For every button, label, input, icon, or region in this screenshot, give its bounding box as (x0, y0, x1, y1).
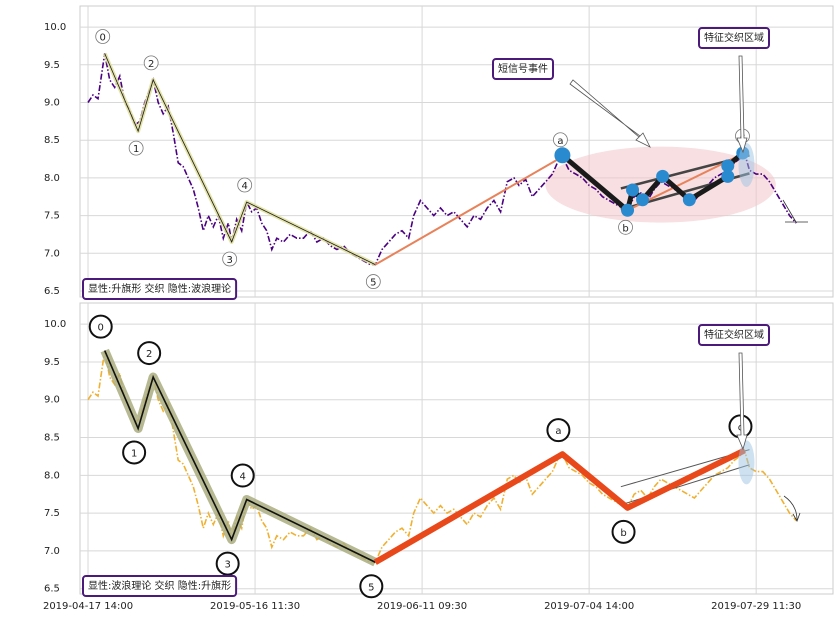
y-tick-label: 8.5 (44, 135, 60, 146)
annotation-signal: 短信号事件 (498, 62, 548, 75)
flag-point (682, 193, 696, 207)
y-tick-label: 7.0 (44, 248, 60, 259)
price-line (87, 53, 797, 266)
wave-label: 5 (370, 278, 376, 289)
plot-area (79, 302, 834, 595)
wave-label-circle (359, 574, 384, 599)
wave-label: 0 (100, 32, 106, 43)
signal-arrow (569, 79, 651, 148)
c-highlight (738, 143, 755, 188)
y-tick-label: 10.0 (44, 319, 66, 330)
c-highlight (738, 440, 755, 485)
y-tick-label: 7.5 (44, 211, 60, 222)
wave-label: 3 (226, 255, 232, 266)
annotation-box (492, 58, 554, 80)
wave-label: b (620, 528, 626, 539)
correction-wave (373, 447, 746, 565)
wave-label-circle (553, 132, 568, 148)
wave-label-circle (137, 341, 162, 366)
annotation-box (698, 324, 770, 346)
wave-label-circle (546, 418, 571, 443)
y-tick-label: 9.0 (44, 97, 60, 108)
price-line (87, 350, 797, 564)
wave-label-circle (230, 463, 255, 488)
trend-arrow (782, 199, 808, 223)
wave-label: 2 (148, 59, 154, 70)
wave-label-circle (95, 29, 111, 44)
annotation-box (82, 575, 238, 597)
y-tick-label: 9.5 (44, 357, 60, 368)
impulse-wave (104, 53, 376, 265)
annotation-region: 特征交织区域 (704, 328, 764, 341)
region-arrow (736, 55, 748, 154)
x-tick-label: 2019-07-29 11:30 (711, 601, 801, 612)
y-tick-label: 6.5 (44, 584, 60, 595)
flag-point (626, 183, 640, 197)
region-arrow (736, 352, 748, 451)
wave-label-circle (611, 519, 636, 544)
flag-point (656, 169, 670, 183)
wave-label-circle (237, 177, 253, 193)
trend-arrow (783, 495, 801, 522)
flag-point (721, 159, 735, 173)
y-tick-label: 8.5 (44, 433, 60, 444)
x-tick-label: 2019-06-11 09:30 (377, 601, 467, 612)
flag-point (621, 203, 635, 217)
wave-label: 0 (98, 323, 104, 334)
wave-label: 5 (368, 582, 374, 593)
wave-label: a (555, 426, 561, 437)
wave-label: a (557, 136, 563, 147)
wave-label: 2 (146, 349, 152, 360)
annotation-region: 特征交织区域 (704, 31, 764, 44)
wave-label: 3 (224, 560, 230, 571)
annotation-box (82, 278, 238, 300)
impulse-wave (103, 350, 376, 563)
flag-point (636, 193, 650, 207)
flag-point (554, 147, 571, 164)
annotation-box (698, 27, 770, 49)
y-tick-label: 9.5 (44, 60, 60, 71)
y-tick-label: 10.0 (44, 22, 66, 33)
wave-label-circle (222, 251, 238, 267)
wave-label: 4 (242, 181, 248, 192)
x-tick-label: 2019-07-04 14:00 (544, 601, 634, 612)
wave-label-circle (143, 55, 159, 71)
wave-label-circle (88, 314, 113, 339)
y-tick-label: 8.0 (44, 173, 60, 184)
y-tick-label: 8.0 (44, 470, 60, 481)
wave-label-circle (128, 140, 144, 156)
wave-label: b (622, 223, 628, 234)
wave-label-circle (365, 274, 381, 289)
annotation-caption: 显性:波浪理论 交织 隐性:升旗形 (88, 579, 231, 592)
y-tick-label: 9.0 (44, 395, 60, 406)
x-tick-label: 2019-04-17 14:00 (43, 601, 133, 612)
wave-label-circle (618, 219, 633, 235)
wave-label-circle (122, 440, 147, 465)
wave-label: 1 (133, 144, 139, 155)
wave-label: 4 (240, 472, 246, 483)
y-tick-label: 6.5 (44, 286, 60, 297)
wave-label: 1 (131, 448, 137, 459)
annotation-caption: 显性:升旗形 交织 隐性:波浪理论 (88, 282, 231, 295)
x-tick-label: 2019-05-16 11:30 (210, 601, 300, 612)
y-tick-label: 7.0 (44, 546, 60, 557)
wave-label-circle (215, 551, 240, 576)
flag-point (721, 169, 735, 183)
y-tick-label: 7.5 (44, 508, 60, 519)
